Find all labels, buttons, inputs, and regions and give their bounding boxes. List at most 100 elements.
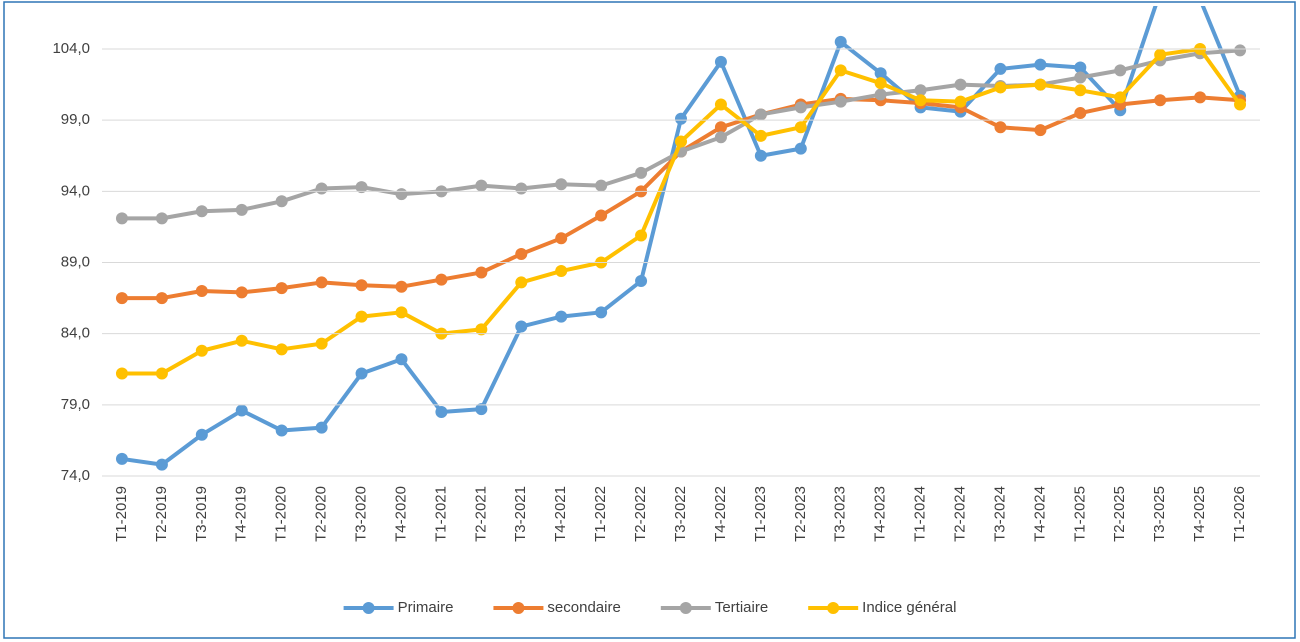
data-point [195, 428, 208, 441]
x-tick-label: T3-2023 [832, 486, 849, 542]
data-point [675, 112, 687, 125]
x-tick-label: T4-2025 [1191, 486, 1208, 542]
data-point [794, 101, 807, 114]
data-point [315, 337, 328, 350]
data-point [714, 98, 727, 111]
x-tick-label: T1-2023 [752, 486, 769, 542]
data-point [874, 77, 887, 90]
data-point [315, 421, 328, 434]
x-tick-label: T1-2025 [1071, 486, 1088, 542]
legend-label: Indice général [862, 599, 956, 616]
data-point [235, 286, 248, 299]
x-tick-label: T2-2025 [1111, 486, 1128, 542]
legend-marker [512, 602, 525, 614]
y-tick-label: 104,0 [52, 40, 90, 57]
data-point [914, 94, 927, 107]
data-point [874, 88, 887, 101]
data-point [555, 178, 568, 191]
data-point [515, 182, 528, 195]
data-point [235, 404, 248, 417]
data-point [1234, 98, 1247, 111]
data-point [115, 292, 128, 305]
data-point [475, 323, 488, 336]
data-point [754, 149, 767, 162]
y-tick-label: 94,0 [61, 182, 90, 199]
y-tick-label: 89,0 [61, 253, 90, 270]
data-point [1074, 84, 1087, 97]
data-point [355, 310, 368, 323]
data-point [315, 276, 328, 289]
x-tick-label: T2-2024 [951, 486, 968, 542]
data-point [794, 121, 807, 134]
x-tick-label: T1-2019 [113, 486, 130, 542]
x-tick-label: T4-2022 [712, 486, 729, 542]
data-point [595, 306, 608, 319]
x-tick-label: T2-2023 [792, 486, 809, 542]
data-point [315, 182, 328, 195]
legend-marker [362, 602, 375, 614]
legend-marker [679, 602, 692, 614]
x-tick-label: T4-2023 [872, 486, 889, 542]
legend-marker [827, 602, 840, 614]
x-tick-label: T1-2022 [592, 486, 609, 542]
x-tick-label: T2-2020 [313, 486, 330, 542]
x-tick-label: T1-2021 [432, 486, 449, 542]
data-point [1034, 124, 1047, 137]
x-tick-label: T1-2024 [912, 486, 929, 542]
data-point [395, 306, 408, 319]
series-line [121, 48, 1241, 221]
x-tick-label: T4-2020 [392, 486, 409, 542]
data-point [555, 310, 568, 323]
data-point [714, 55, 727, 68]
x-tick-label: T4-2019 [233, 486, 250, 542]
x-tick-label: T4-2021 [552, 486, 569, 542]
data-point [395, 280, 408, 293]
x-tick-label: T1-2026 [1231, 486, 1248, 542]
data-point [435, 405, 448, 418]
data-point [1194, 91, 1207, 104]
data-point [714, 121, 727, 134]
data-point [355, 279, 368, 292]
data-point [275, 343, 288, 356]
data-point [115, 212, 128, 225]
data-point [635, 166, 648, 179]
y-tick-label: 84,0 [61, 325, 90, 342]
x-tick-label: T2-2019 [153, 486, 170, 542]
data-point [235, 334, 248, 347]
data-point [754, 108, 767, 121]
data-point [1034, 78, 1047, 91]
x-tick-label: T3-2020 [353, 486, 370, 542]
data-point [1074, 107, 1087, 120]
data-point [595, 209, 608, 222]
data-point [515, 276, 528, 289]
data-point [1114, 91, 1127, 104]
data-point [1154, 94, 1167, 107]
data-point [515, 320, 528, 333]
data-point [834, 95, 847, 108]
data-point [635, 275, 648, 288]
x-tick-label: T3-2025 [1151, 486, 1168, 542]
data-point [1234, 44, 1247, 57]
legend-label: secondaire [547, 599, 620, 616]
data-point [515, 247, 528, 260]
data-point [195, 284, 208, 297]
data-point [1034, 58, 1047, 71]
data-point [794, 142, 807, 155]
x-tick-label: T1-2020 [273, 486, 290, 542]
data-point [555, 232, 568, 245]
data-point [275, 424, 288, 437]
y-tick-label: 74,0 [61, 467, 90, 484]
x-tick-label: T3-2022 [672, 486, 689, 542]
data-point [635, 229, 648, 242]
data-point [395, 353, 408, 366]
data-point [155, 458, 168, 471]
data-point [954, 95, 967, 108]
data-point [395, 188, 408, 201]
data-point [475, 266, 488, 279]
series-line [121, 6, 1242, 467]
data-point [994, 62, 1007, 75]
data-point [994, 81, 1007, 94]
data-point [1154, 48, 1167, 61]
y-tick-label: 99,0 [61, 111, 90, 128]
